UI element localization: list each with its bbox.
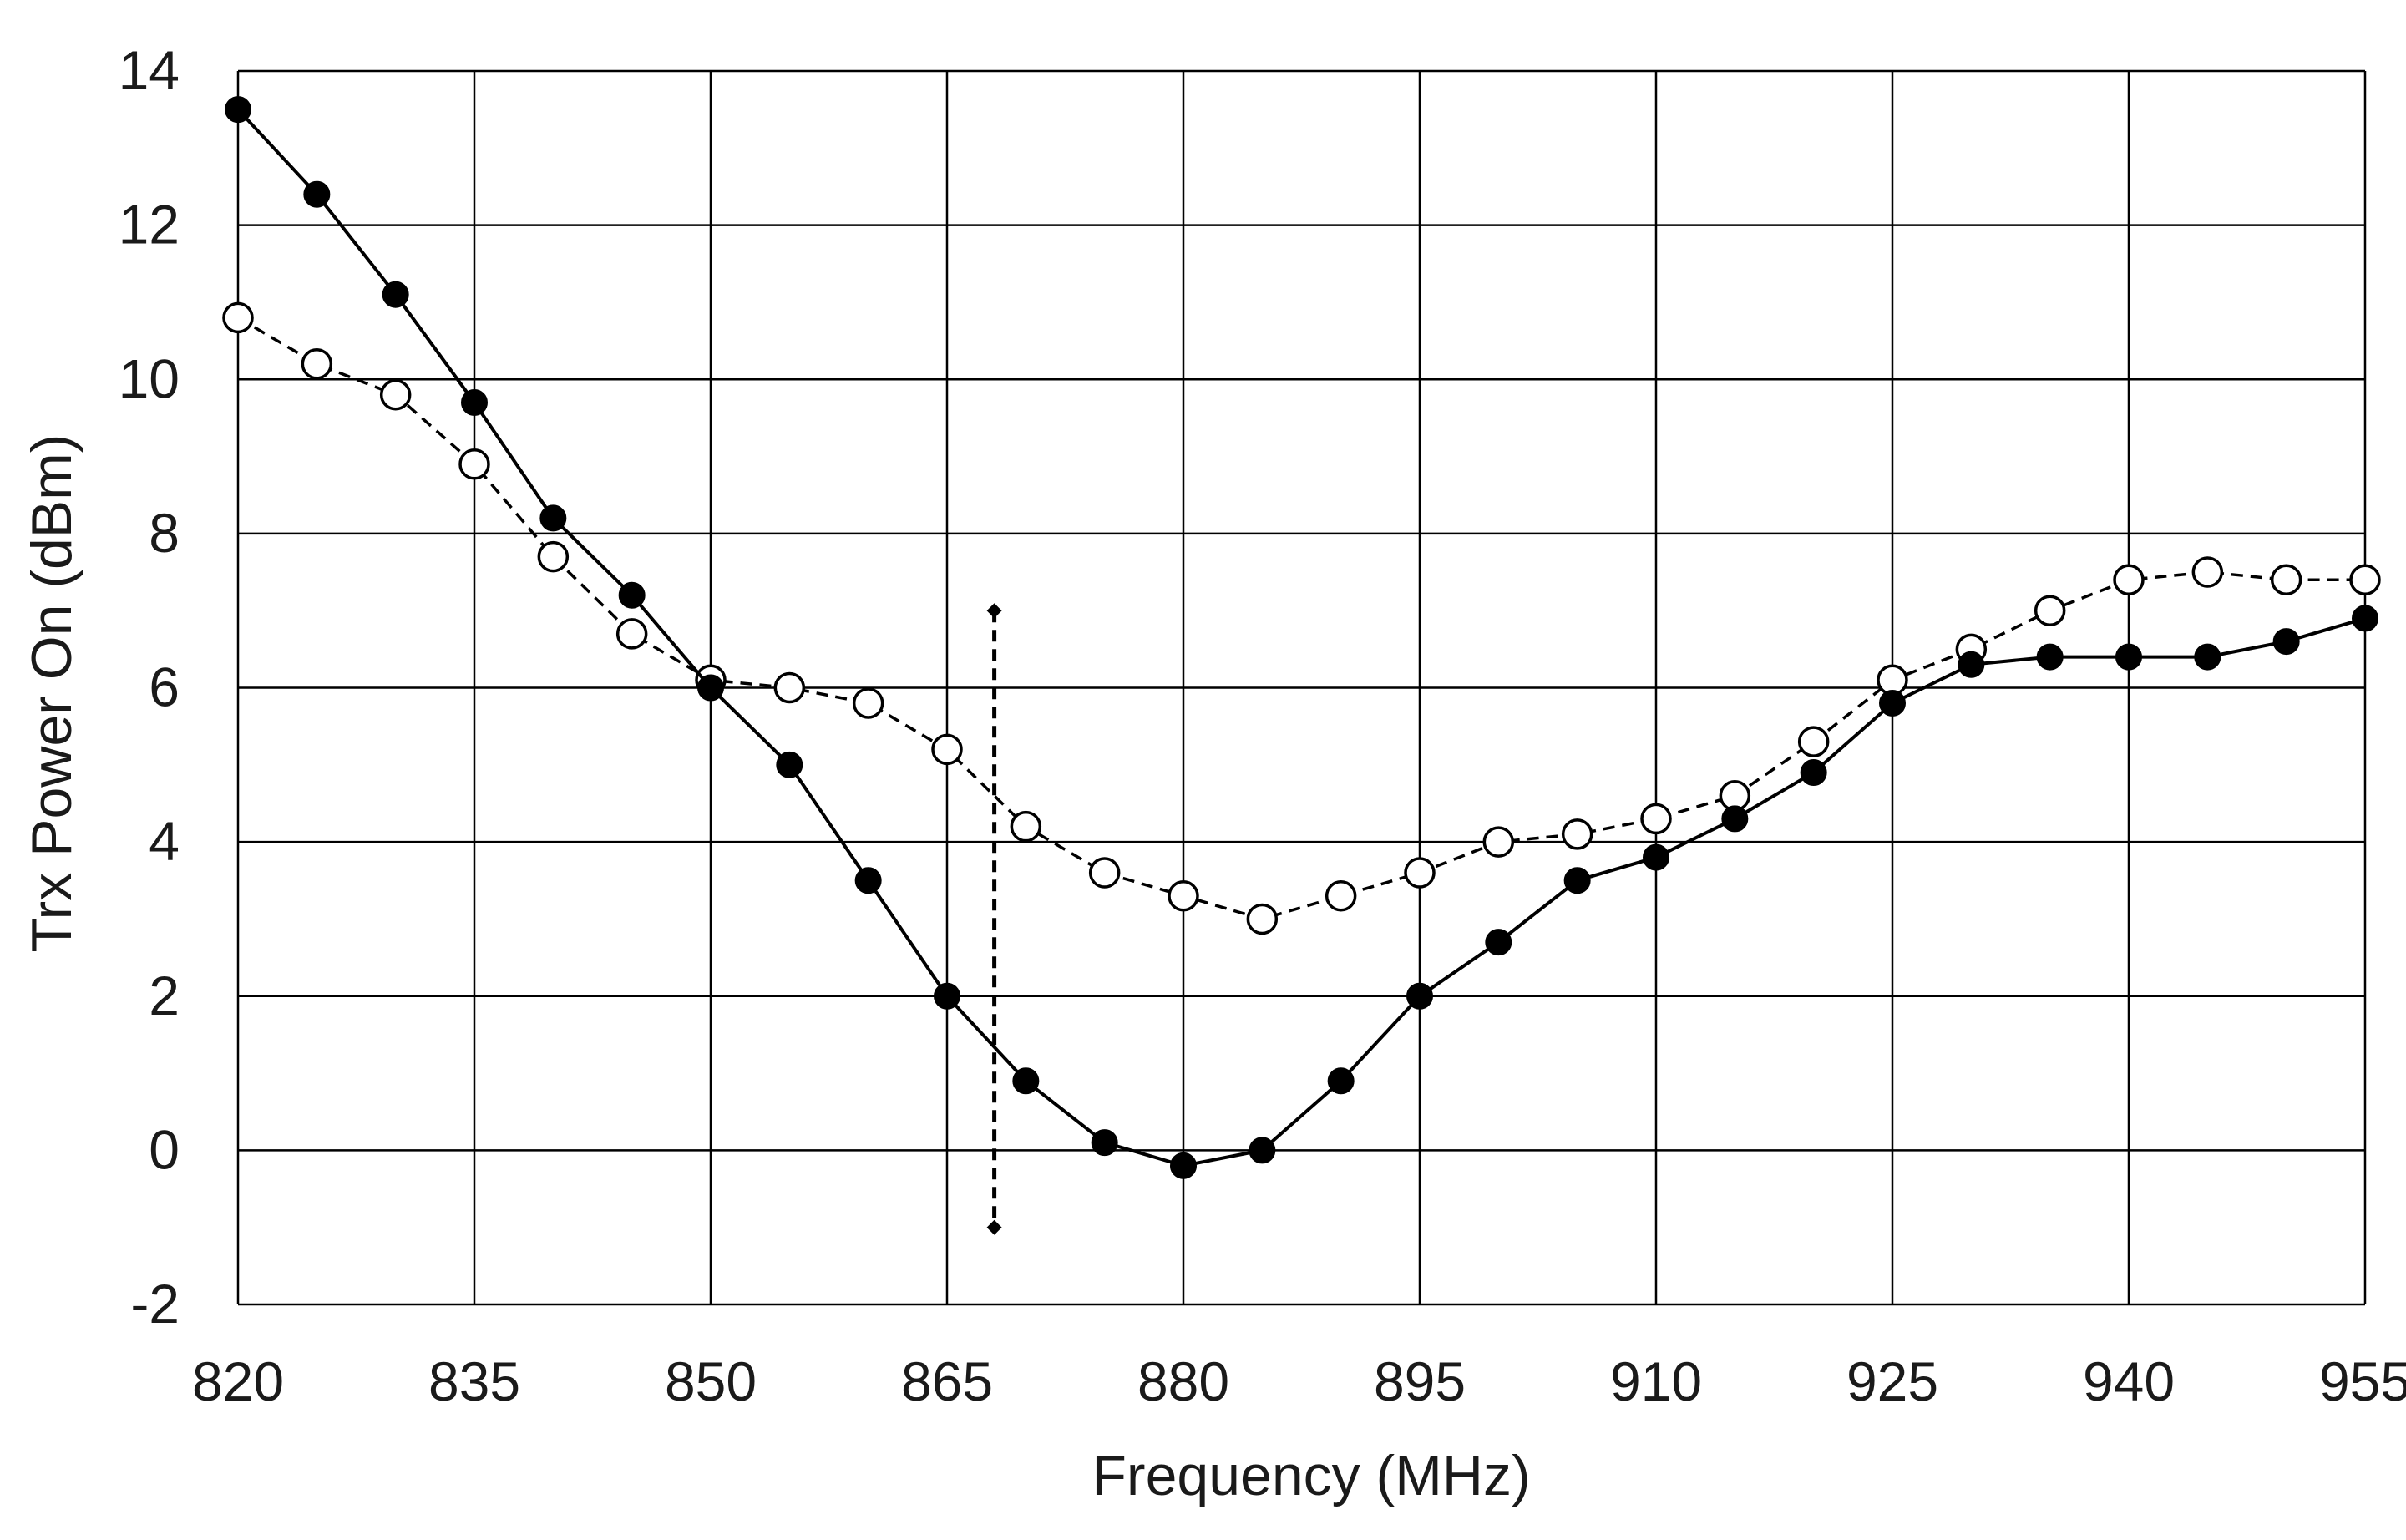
data-point-filled-circle — [1327, 1067, 1355, 1095]
data-point-open-circle — [615, 618, 648, 650]
y-tick-label: 10 — [119, 347, 180, 409]
data-point-open-circle — [1246, 903, 1279, 935]
data-point-open-circle — [2191, 556, 2224, 588]
data-point-filled-circle — [1643, 843, 1669, 871]
data-point-open-circle — [458, 448, 490, 480]
y-tick-label: 12 — [119, 194, 180, 256]
data-point-filled-circle — [2194, 643, 2221, 671]
data-point-open-circle — [379, 378, 412, 411]
data-point-open-circle — [1797, 726, 1830, 757]
x-tick-label: 910 — [1610, 1350, 1702, 1412]
data-point-filled-circle — [539, 504, 567, 532]
data-point-filled-circle — [697, 674, 724, 702]
data-point-open-circle — [773, 671, 806, 704]
data-point-filled-circle — [2352, 605, 2378, 632]
data-point-open-circle — [1168, 879, 1199, 912]
data-point-filled-circle — [854, 867, 882, 894]
marker-line-end-diamond — [986, 1219, 1002, 1235]
data-point-filled-circle — [618, 581, 646, 609]
data-point-filled-circle — [2036, 643, 2064, 671]
data-point-open-circle — [2113, 564, 2145, 596]
data-point-open-circle — [1010, 810, 1042, 843]
marker-line-end-diamond — [986, 603, 1002, 619]
y-tick-label: 4 — [149, 810, 180, 872]
data-point-open-circle — [222, 301, 254, 334]
data-point-filled-circle — [1012, 1067, 1040, 1095]
x-tick-label: 955 — [2319, 1350, 2406, 1412]
data-point-open-circle — [931, 733, 963, 766]
data-point-open-circle — [1088, 857, 1121, 889]
y-tick-label: 8 — [149, 502, 180, 564]
data-point-open-circle — [1325, 879, 1357, 912]
data-point-filled-circle — [225, 96, 251, 124]
data-point-open-circle — [2349, 564, 2381, 596]
x-tick-label: 925 — [1846, 1350, 1938, 1412]
data-point-filled-circle — [303, 180, 331, 208]
annotations — [986, 603, 1002, 1235]
x-tick-label: 880 — [1137, 1350, 1229, 1412]
y-tick-label: 14 — [119, 39, 180, 101]
x-tick-label: 895 — [1374, 1350, 1466, 1412]
data-point-filled-circle — [2272, 628, 2300, 656]
y-tick-label: 2 — [149, 965, 180, 1026]
x-tick-label: 865 — [901, 1350, 993, 1412]
data-point-filled-circle — [1721, 805, 1749, 833]
data-point-filled-circle — [461, 388, 488, 416]
series-solid-line — [236, 108, 2366, 1168]
data-point-filled-circle — [1563, 867, 1591, 894]
data-point-filled-circle — [1170, 1152, 1197, 1179]
y-tick-label: -2 — [130, 1273, 180, 1335]
data-point-filled-circle — [1091, 1129, 1118, 1157]
data-point-open-circle — [1482, 826, 1515, 858]
data-point-open-circle — [2034, 595, 2066, 626]
data-point-open-circle — [301, 348, 333, 380]
data-point-open-circle — [1640, 803, 1672, 835]
x-tick-label: 940 — [2083, 1350, 2175, 1412]
data-point-filled-circle — [1249, 1137, 1276, 1164]
data-point-filled-circle — [1800, 759, 1827, 787]
y-tick-label: 0 — [149, 1118, 180, 1180]
data-point-open-circle — [1404, 857, 1436, 889]
tick-labels: 820 835 850 865 880 895 910 925 940 955 -2 0 2 4 6 8 10 1… — [119, 39, 2406, 1412]
series — [222, 96, 2381, 1179]
x-tick-label: 820 — [192, 1350, 284, 1412]
data-point-filled-circle — [1879, 689, 1906, 717]
data-point-open-circle — [2270, 564, 2302, 596]
data-point-open-circle — [1561, 818, 1593, 850]
data-point-filled-circle — [2115, 643, 2142, 671]
data-point-filled-circle — [1958, 651, 1985, 678]
y-tick-label: 6 — [149, 656, 180, 718]
data-point-filled-circle — [1406, 982, 1433, 1010]
data-point-open-circle — [537, 540, 570, 573]
data-point-filled-circle — [934, 982, 960, 1010]
x-tick-label: 835 — [428, 1350, 520, 1412]
grid — [236, 69, 2367, 1306]
data-point-filled-circle — [382, 281, 409, 308]
y-axis-label: Trx Power On (dBm) — [20, 434, 84, 953]
data-point-filled-circle — [1485, 929, 1512, 956]
x-axis-label: Frequency (MHz) — [1092, 1444, 1530, 1507]
x-tick-label: 850 — [665, 1350, 757, 1412]
data-point-open-circle — [852, 687, 884, 719]
data-point-filled-circle — [776, 751, 803, 778]
